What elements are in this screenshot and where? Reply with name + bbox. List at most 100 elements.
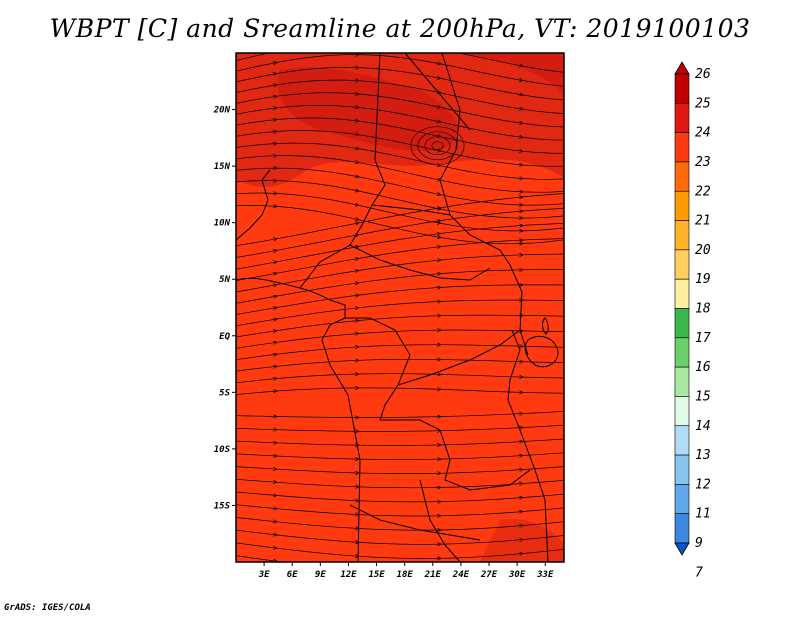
colorbar-swatch — [674, 278, 690, 309]
streamline — [236, 269, 564, 304]
colorbar-level-label: 15 — [695, 389, 711, 404]
streamline-arrow — [519, 495, 524, 500]
streamline-arrow — [273, 329, 278, 334]
streamline — [236, 452, 564, 460]
streamline-arrow — [273, 283, 278, 288]
streamline-arrow — [519, 523, 524, 528]
streamline-arrow — [519, 267, 524, 272]
streamline — [236, 193, 564, 247]
lat-tick-label: 15S — [214, 501, 231, 511]
streamline-arrow — [273, 479, 278, 485]
streamline — [236, 466, 564, 474]
streamline-arrow — [273, 493, 278, 498]
streamline — [236, 314, 564, 338]
colorbar-swatch — [674, 454, 690, 485]
streamline-arrow — [355, 540, 360, 545]
streamline-arrow — [437, 119, 442, 124]
streamline-arrow — [273, 376, 278, 381]
streamline-arrow — [273, 117, 278, 122]
streamline-arrow — [437, 328, 442, 333]
streamline — [236, 253, 564, 293]
streamline — [236, 53, 564, 73]
colorbar-level-label: 7 — [695, 565, 703, 580]
streamline-arrow — [519, 78, 524, 83]
streamline — [236, 205, 564, 245]
streamline — [236, 411, 564, 418]
lon-tick-label: 18E — [397, 570, 414, 580]
lon-tick-label: 24E — [452, 570, 470, 580]
streamline-arrow — [355, 202, 360, 207]
colorbar: 26 25 24 23 22 21 20 19 18 17 16 15 14 13 12 11 9 7 — [674, 61, 711, 580]
streamline-arrow — [437, 387, 442, 392]
streamline-arrow — [355, 268, 360, 273]
streamline-arrow — [519, 134, 524, 140]
streamline-arrow — [437, 313, 442, 318]
streamline-arrow — [519, 202, 524, 207]
streamline-arrow — [355, 331, 360, 336]
streamline-arrow — [519, 238, 524, 243]
streamline-arrow — [437, 75, 442, 80]
streamline-arrow — [273, 306, 278, 311]
streamline-arrow — [519, 390, 524, 395]
streamline-arrow — [273, 453, 278, 458]
colorbar-level-label: 12 — [695, 477, 711, 492]
streamline-arrow — [519, 252, 524, 258]
lat-tick-label: 5S — [219, 388, 230, 398]
streamline — [236, 542, 564, 559]
streamline-arrow — [273, 260, 278, 265]
streamline-arrow — [519, 425, 524, 430]
streamline — [236, 117, 564, 154]
streamline-arrow — [273, 72, 278, 77]
streamline — [236, 299, 564, 327]
colorbar-level-label: 21 — [695, 214, 711, 229]
lake-victoria — [524, 336, 559, 368]
streamline-arrow — [437, 357, 442, 362]
streamline — [236, 504, 564, 517]
streamline-arrow — [355, 415, 360, 420]
border-line — [345, 317, 411, 421]
streamline — [236, 358, 564, 372]
streamline-arrow — [519, 509, 524, 514]
border-line — [349, 244, 491, 281]
streamline-arrow — [355, 318, 360, 323]
streamline — [236, 478, 564, 489]
streamline-arrow — [519, 215, 524, 221]
streamline-arrow — [437, 485, 442, 490]
lon-tick-label: 15E — [368, 570, 385, 580]
streamline-arrow — [355, 256, 360, 261]
colorbar-swatch — [674, 396, 690, 427]
streamline — [236, 66, 564, 101]
streamline-arrow — [273, 141, 278, 146]
streamline-arrow — [273, 248, 278, 253]
streamline — [236, 155, 564, 193]
colorbar-level-label: 24 — [695, 126, 711, 141]
streamline-arrow — [273, 389, 278, 394]
colorbar-level-label: 13 — [695, 448, 711, 463]
streamline-arrow — [273, 178, 278, 183]
lake-outline — [542, 317, 549, 335]
streamline — [236, 529, 564, 545]
colorbar-level-label: 9 — [695, 536, 703, 551]
colorbar-level-label: 26 — [695, 67, 711, 82]
streamline-arrow — [437, 206, 442, 211]
streamline-arrow — [273, 545, 278, 550]
lat-tick-label: EQ — [219, 332, 230, 342]
streamline — [236, 79, 564, 114]
streamline — [236, 424, 564, 432]
streamline-arrow — [519, 481, 524, 486]
streamline-arrow — [273, 271, 278, 276]
streamline-arrow — [355, 358, 360, 363]
lon-tick-label: 3E — [258, 570, 270, 580]
vortex-streamline — [417, 131, 458, 161]
streamline-arrow — [355, 470, 360, 475]
streamline — [236, 92, 564, 128]
border-line — [507, 329, 549, 562]
streamline-arrow — [273, 153, 278, 158]
streamline-arrow — [437, 104, 442, 109]
colorbar-top-arrow — [674, 61, 690, 75]
streamline-arrow — [273, 532, 278, 537]
streamline-arrow — [519, 359, 524, 364]
streamline-arrow — [519, 162, 524, 167]
streamline-arrow — [355, 553, 360, 559]
